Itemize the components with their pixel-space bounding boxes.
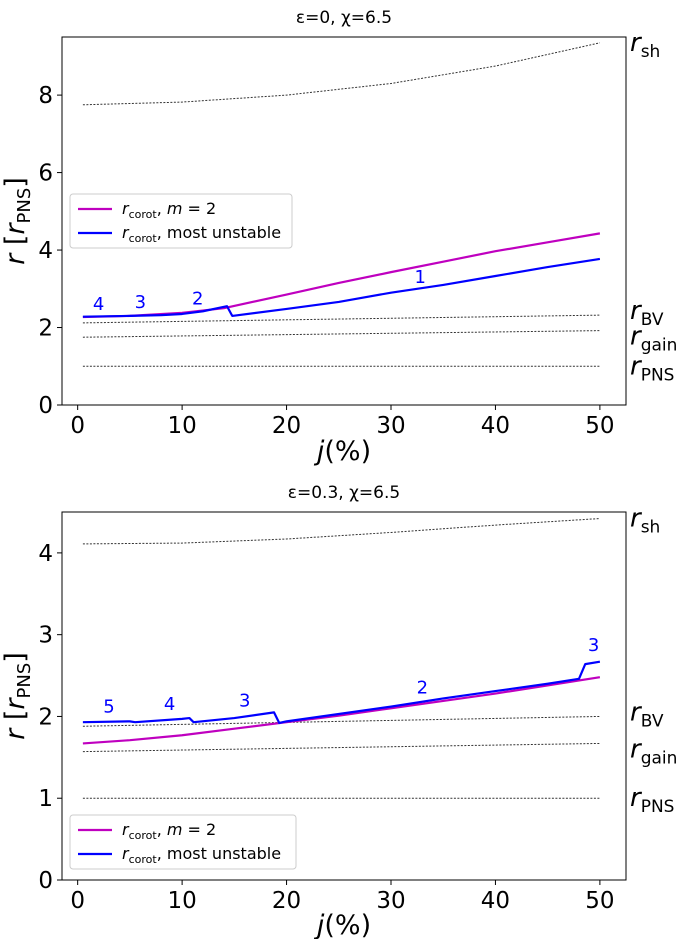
- mode-label: 2: [192, 288, 203, 309]
- reference-line-sh: [82, 518, 600, 545]
- reference-line-BV: [82, 314, 600, 324]
- chart-panel-1: ε=0, χ=6.5 0 10 20 30 40 50 0 2 4 6 8 j(%) r [rPNS] rs…: [0, 8, 677, 467]
- reference-label-PNS: rPNS: [630, 351, 674, 385]
- reference-label-gain: rgain: [630, 734, 677, 768]
- x-tick-label: 30: [376, 413, 405, 439]
- x-tick-label: 10: [167, 413, 196, 439]
- reference-line-BV: [82, 715, 600, 727]
- reference-label-sh: rsh: [630, 504, 660, 538]
- x-tick-label: 10: [167, 888, 196, 914]
- chart-panel-2: ε=0.3, χ=6.5 0 10 20 30 40 50 0 1 2 3 4 j(%) r [rPNS]…: [0, 483, 677, 939]
- y-axis-label: r [rPNS]: [0, 652, 35, 740]
- x-axis-label: j(%): [313, 436, 371, 467]
- mode-label: 1: [415, 267, 426, 288]
- series-line-most-unstable: [82, 257, 601, 318]
- x-tick-label: 0: [70, 888, 85, 914]
- x-axis-label: j(%): [313, 910, 371, 939]
- y-axis-label: r [rPNS]: [0, 177, 35, 265]
- y-tick-label: 3: [38, 623, 53, 649]
- x-tick-label: 30: [376, 888, 405, 914]
- mode-label: 2: [417, 678, 428, 699]
- legend-label: rcorot, m = 2: [122, 820, 216, 842]
- mode-label: 3: [135, 292, 146, 313]
- series-line-most-unstable: [82, 660, 601, 725]
- reference-label-gain: rgain: [630, 322, 677, 356]
- reference-label-BV: rBV: [630, 697, 664, 731]
- reference-line-sh: [82, 42, 600, 106]
- mode-label: 3: [588, 635, 599, 656]
- legend-label: rcorot, m = 2: [122, 199, 216, 221]
- chart-title: ε=0.3, χ=6.5: [288, 483, 400, 503]
- mode-label: 3: [239, 691, 250, 712]
- legend-label: rcorot, most unstable: [122, 844, 281, 866]
- x-tick-label: 50: [585, 413, 614, 439]
- mode-label: 4: [164, 694, 175, 715]
- y-tick-label: 0: [38, 868, 53, 894]
- reference-label-PNS: rPNS: [630, 783, 674, 817]
- x-tick-label: 40: [481, 888, 510, 914]
- legend-box: [69, 193, 293, 249]
- x-tick-label: 20: [272, 413, 301, 439]
- legend-label: rcorot, most unstable: [122, 223, 281, 245]
- mode-label: 4: [93, 294, 104, 315]
- y-tick-label: 4: [38, 541, 53, 567]
- y-tick-label: 4: [38, 238, 53, 264]
- y-tick-label: 1: [38, 786, 53, 812]
- reference-label-sh: rsh: [630, 28, 660, 62]
- reference-label-BV: rBV: [630, 296, 664, 330]
- plot-frame: [61, 36, 627, 406]
- x-tick-label: 0: [70, 413, 85, 439]
- y-tick-label: 6: [38, 161, 53, 187]
- chart-title: ε=0, χ=6.5: [296, 8, 392, 28]
- legend-box: [69, 814, 297, 870]
- y-tick-label: 8: [38, 83, 53, 109]
- y-tick-label: 0: [38, 393, 53, 419]
- plot-frame: [61, 511, 627, 881]
- y-tick-label: 2: [38, 704, 53, 730]
- x-tick-label: 50: [585, 888, 614, 914]
- mode-label: 5: [103, 696, 114, 717]
- series-line-m2: [82, 676, 601, 745]
- y-tick-label: 2: [38, 316, 53, 342]
- reference-line-gain: [82, 742, 600, 753]
- reference-line-gain: [82, 330, 600, 338]
- x-tick-label: 40: [481, 413, 510, 439]
- x-tick-label: 20: [272, 888, 301, 914]
